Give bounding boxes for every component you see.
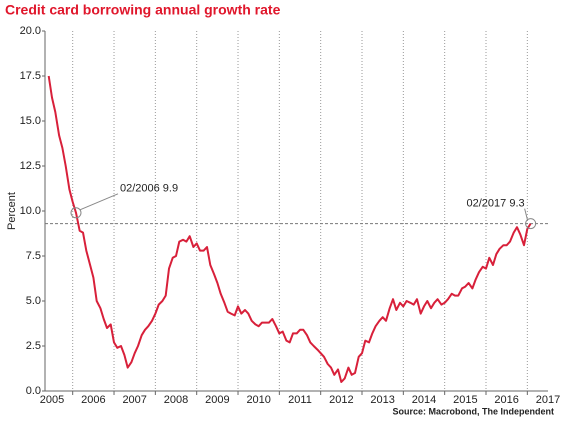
y-tick-label: 20.0 <box>20 25 41 37</box>
x-tick-label: 2013 <box>370 394 394 406</box>
y-axis-label: Percent <box>6 192 18 230</box>
x-tick-label: 2008 <box>164 394 188 406</box>
annotation-marker <box>525 218 537 230</box>
y-tick-label: 5.0 <box>26 295 41 307</box>
annotation-label: 02/2006 9.9 <box>120 183 178 195</box>
x-tick-label: 2016 <box>494 394 518 406</box>
x-tick-label: 2007 <box>122 394 146 406</box>
x-tick-label: 2014 <box>412 394 436 406</box>
chart-title: Credit card borrowing annual growth rate <box>5 2 281 18</box>
y-tick-label: 7.5 <box>26 250 41 262</box>
x-tick-label: 2011 <box>288 394 312 406</box>
x-tick-label: 2017 <box>536 394 560 406</box>
annotation-leader <box>79 193 119 211</box>
y-tick-label: 10.0 <box>20 205 41 217</box>
y-tick-label: 2.5 <box>26 340 41 352</box>
annotation-leader <box>524 208 529 221</box>
x-tick-label: 2012 <box>329 394 353 406</box>
x-tick-label: 2010 <box>246 394 270 406</box>
y-tick-label: 15.0 <box>20 115 41 127</box>
annotation-label: 02/2017 9.3 <box>467 198 525 210</box>
annotation-marker <box>70 207 82 219</box>
source: Source: Macrobond, The Independent <box>392 406 554 416</box>
x-tick-label: 2005 <box>40 394 64 406</box>
y-tick-label: 17.5 <box>20 70 41 82</box>
data-line <box>47 75 532 383</box>
x-tick-label: 2006 <box>81 394 105 406</box>
y-tick-label: 12.5 <box>20 160 41 172</box>
x-tick-label: 2015 <box>453 394 477 406</box>
y-tick-label: 0.0 <box>26 385 41 397</box>
x-tick-label: 2009 <box>205 394 229 406</box>
